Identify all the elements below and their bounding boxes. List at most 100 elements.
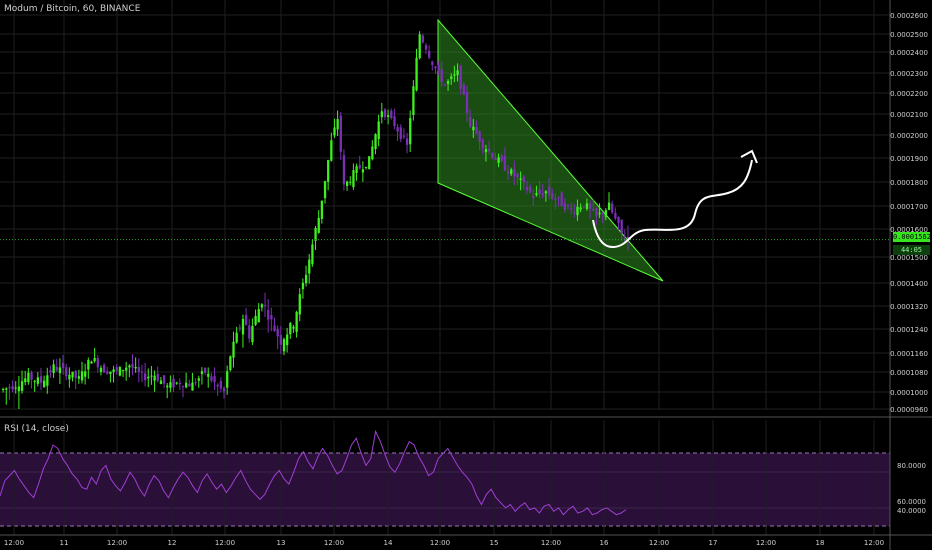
candle-body	[573, 211, 576, 213]
candle-body	[162, 375, 166, 384]
candle-body	[216, 384, 219, 387]
candle-body	[446, 80, 450, 84]
candle-body	[607, 202, 611, 210]
candle-body	[620, 219, 623, 234]
candle-body	[336, 119, 339, 130]
candle-body	[27, 372, 30, 383]
candle-body	[481, 140, 484, 149]
candle-body	[134, 366, 137, 369]
candle-body	[614, 212, 617, 219]
candle-body	[235, 332, 238, 343]
time-axis[interactable]: 12:00 11 12:00 12 12:00 13 12:00 14 12:00 15 12:00…	[4, 539, 884, 547]
candle-body	[491, 153, 494, 158]
candle-body	[443, 84, 447, 86]
candle-body	[213, 376, 216, 383]
price-grid	[0, 0, 932, 418]
candle-body	[8, 387, 11, 389]
candle-body	[49, 370, 52, 373]
candle-body	[475, 126, 478, 134]
price-tick-label: 0.0001900	[890, 155, 928, 163]
candle-body	[390, 110, 393, 118]
candle-body	[52, 364, 55, 373]
price-tick-label: 0.0001500	[890, 254, 928, 262]
candle-body	[345, 181, 349, 186]
candle-body	[497, 157, 500, 163]
candle-body	[503, 155, 507, 171]
candle-body	[500, 155, 503, 161]
candle-body	[80, 371, 84, 381]
candle-body	[251, 325, 254, 343]
candle-body	[65, 367, 68, 377]
candle-body	[207, 373, 210, 377]
price-tick-label: 0.0001160	[890, 350, 928, 358]
candle-body	[355, 166, 358, 173]
countdown-badge: 44:05	[893, 245, 930, 255]
candle-body	[178, 382, 182, 385]
candle-body	[156, 373, 159, 381]
candle-body	[538, 189, 541, 194]
candle-body	[17, 386, 21, 392]
candle-body	[106, 371, 109, 374]
candle-body	[229, 356, 232, 370]
candle-body	[102, 364, 106, 373]
candle-body	[588, 203, 592, 209]
candle-body	[267, 310, 270, 320]
time-tick-label: 12:00	[215, 539, 235, 547]
candle-body	[563, 203, 567, 210]
candle-body	[566, 205, 570, 207]
price-tick-label: 0.0001320	[890, 303, 928, 311]
candle-body	[380, 111, 383, 118]
candle-body	[226, 371, 229, 388]
candle-body	[421, 35, 425, 43]
candle-body	[282, 339, 286, 352]
candle-body	[188, 383, 191, 387]
candle-body	[11, 386, 14, 390]
candle-body	[399, 127, 402, 140]
candle-body	[532, 196, 535, 199]
candle-body	[20, 381, 24, 391]
candle-body	[374, 134, 377, 150]
price-tick-label: 0.0002300	[890, 70, 928, 78]
candle-body	[604, 210, 608, 217]
candle-body	[292, 326, 295, 329]
candle-body	[418, 34, 421, 59]
price-tick-label: 0.0001400	[890, 280, 928, 288]
candle-body	[361, 169, 365, 173]
candle-body	[71, 371, 74, 378]
candle-body	[368, 156, 371, 170]
price-tick-label: 0.0002500	[890, 31, 928, 39]
candle-body	[371, 146, 374, 160]
candle-body	[519, 178, 522, 180]
candle-body	[459, 65, 462, 89]
price-tick-label: 0.0002400	[890, 49, 928, 57]
candle-body	[232, 341, 235, 358]
time-tick-label: 12:00	[324, 539, 344, 547]
candle-body	[295, 312, 298, 332]
candle-body	[96, 358, 99, 368]
candle-body	[412, 86, 415, 115]
candle-body	[383, 109, 387, 118]
candle-body	[39, 376, 43, 383]
candle-body	[487, 148, 491, 151]
candle-body	[147, 376, 150, 379]
candle-body	[617, 217, 620, 224]
candle-body	[175, 382, 178, 384]
candle-body	[99, 367, 103, 373]
candle-body	[197, 378, 200, 381]
candle-body	[595, 208, 598, 217]
candle-body	[298, 294, 301, 315]
candle-body	[109, 371, 112, 374]
candle-body	[118, 367, 122, 376]
candle-body	[339, 115, 342, 152]
candle-body	[516, 173, 519, 178]
candle-body	[304, 274, 308, 284]
candle-body	[469, 116, 472, 127]
candle-body	[153, 375, 156, 381]
price-axis[interactable]: 0.0002600 0.0002500 0.0002400 0.0002300 0.00…	[889, 0, 928, 550]
candle-body	[30, 372, 33, 380]
price-tick-label: 0.0001600	[890, 226, 928, 234]
candle-body	[409, 118, 412, 145]
